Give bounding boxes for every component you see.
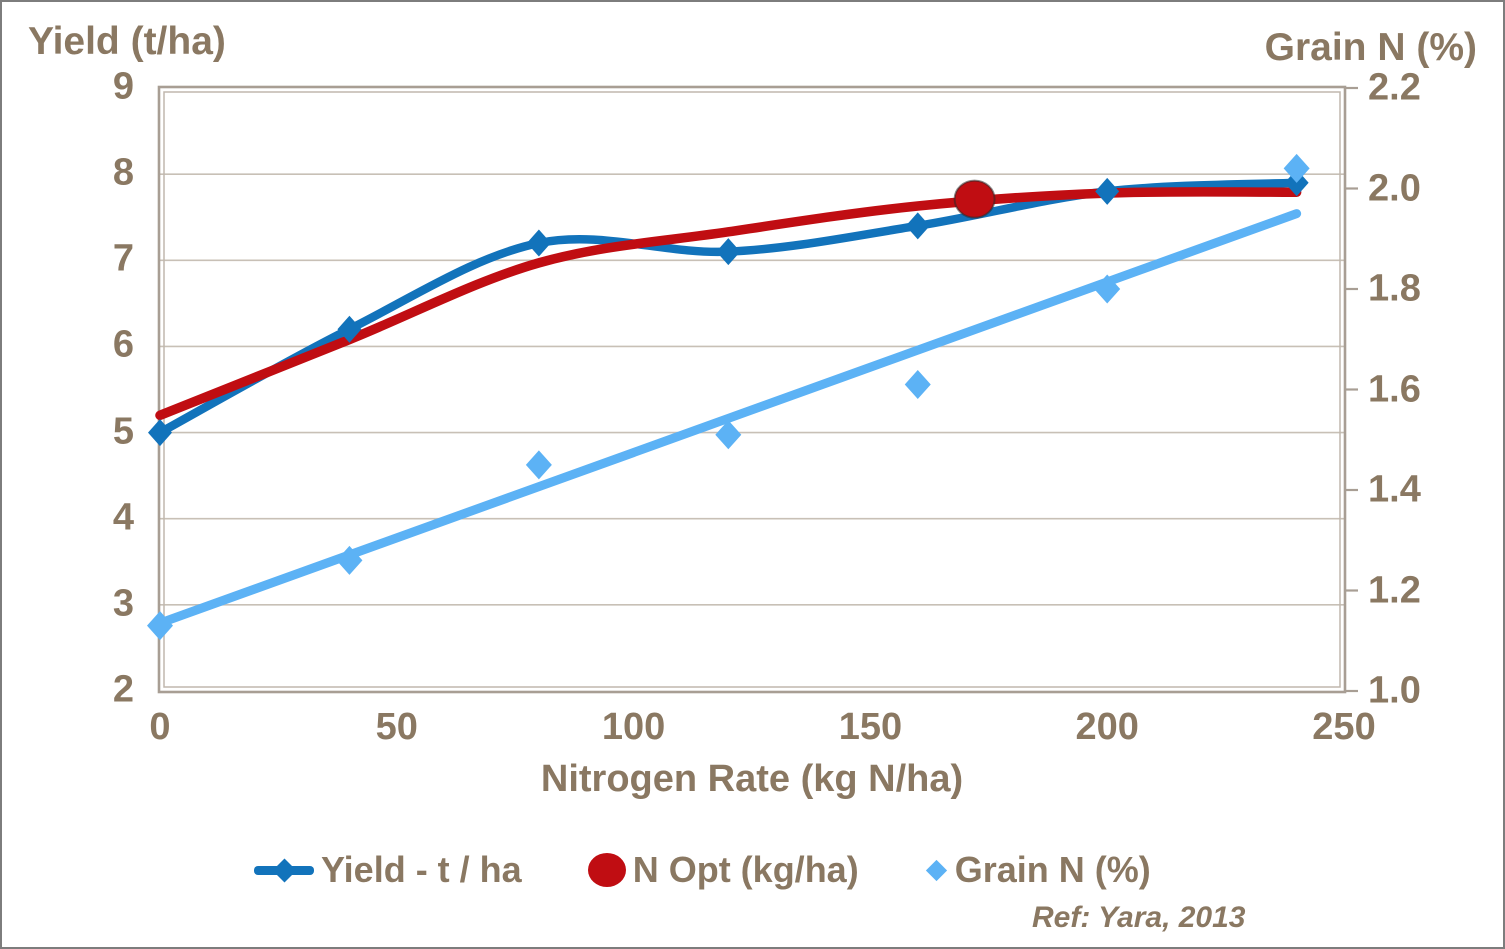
x-axis-title: Nitrogen Rate (kg N/ha) [540, 758, 964, 800]
grain-n-marker [336, 545, 363, 575]
left-axis-tick-label: 8 [112, 151, 134, 194]
right-axis-tick-label: 1.6 [1368, 368, 1421, 410]
plot-border-outer [157, 85, 1347, 694]
reference-note: Ref: Yara, 2013 [1032, 901, 1246, 934]
yield-marker [148, 419, 172, 447]
yield-line [155, 178, 1301, 437]
yield-marker [337, 315, 362, 343]
right-axis-title: Grain N (%) [1264, 26, 1477, 69]
left-axis-tick-label: 2 [112, 668, 134, 711]
grain-n-marker [1094, 274, 1121, 304]
left-axis-tick-label: 3 [112, 582, 134, 625]
yield-diamond-icon [272, 857, 297, 883]
legend-label-n-opt: N Opt (kg/ha) [632, 849, 859, 890]
x-axis-tick-label: 50 [375, 706, 418, 748]
legend-item-n-opt: N Opt (kg/ha) [587, 849, 859, 891]
x-axis-tick-label: 100 [601, 706, 666, 748]
legend-label-grain-n: Grain N (%) [954, 849, 1151, 890]
yield-marker [526, 229, 551, 257]
n-opt-optimum-marker [953, 179, 996, 219]
right-axis-tick-label: 1.8 [1368, 267, 1421, 310]
right-axis-tick-label: 2.2 [1368, 66, 1421, 109]
left-axis-tick-label: 7 [112, 237, 134, 280]
right-axis-tick-label: 2.0 [1368, 167, 1421, 209]
left-axis-tick-label: 5 [112, 410, 134, 453]
plot-border-inner [163, 91, 1341, 688]
legend-label-yield: Yield - t / ha [321, 849, 522, 890]
x-axis-tick-label: 0 [149, 706, 171, 748]
yield-marker [905, 212, 930, 240]
x-axis-tick-label: 150 [838, 706, 903, 748]
yield-marker [716, 238, 741, 266]
left-axis-tick-label: 6 [112, 324, 134, 367]
left-axis-title: Yield (t/ha) [28, 20, 226, 63]
grain-n-marker [525, 450, 552, 480]
n-opt-curve [155, 187, 1302, 421]
legend: Yield - t / ha N Opt (kg/ha) Grain N (%) [254, 840, 1151, 900]
grain-n-diamond-icon [925, 859, 947, 881]
legend-item-grain-n: Grain N (%) [925, 849, 1151, 891]
grain-n-marker [147, 611, 173, 641]
yield-line-sample [254, 857, 314, 883]
x-axis-tick-label: 250 [1312, 706, 1376, 748]
yield-marker [1095, 177, 1120, 205]
n-opt-dot-icon [587, 853, 626, 887]
right-axis-tick-label: 1.4 [1368, 468, 1421, 511]
legend-item-yield: Yield - t / ha [254, 849, 522, 891]
left-axis-tick-label: 9 [112, 65, 134, 108]
grain-n-marker [904, 369, 931, 399]
right-axis-tick-label: 1.0 [1368, 669, 1421, 712]
left-axis-tick-label: 4 [112, 496, 134, 539]
grain-n-marker [1283, 153, 1310, 183]
grain-n-marker [715, 420, 742, 450]
x-axis-tick-label: 200 [1075, 706, 1139, 748]
plot-area [147, 85, 1358, 694]
right-axis-tick-label: 1.2 [1368, 569, 1421, 611]
grain-n-trendline [155, 209, 1302, 628]
